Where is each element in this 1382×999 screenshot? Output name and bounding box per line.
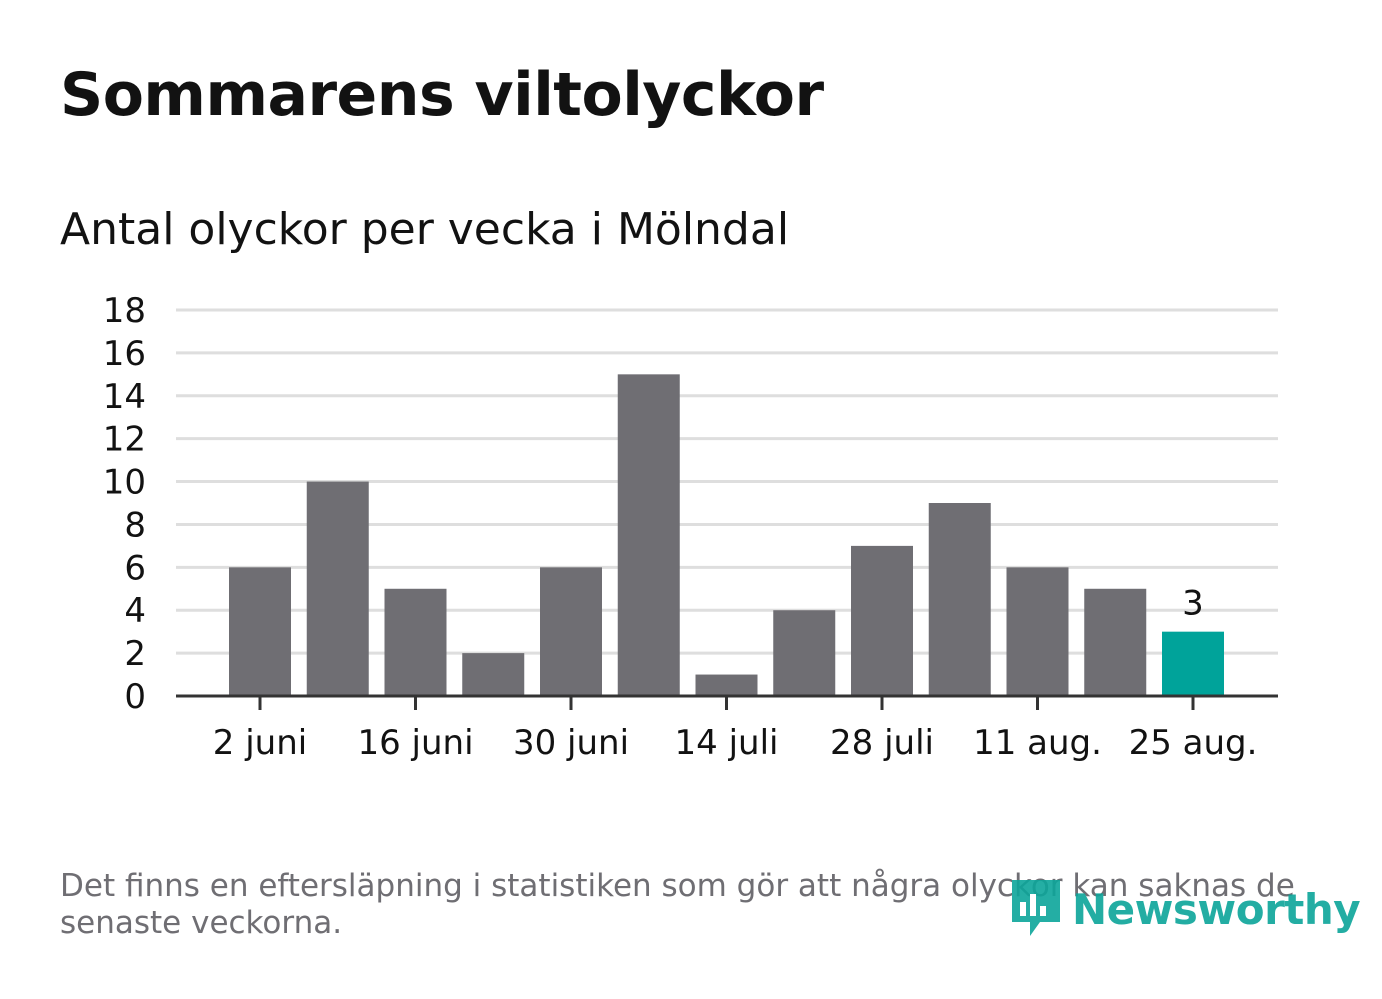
chart-title: Sommarens viltolyckor bbox=[60, 60, 824, 130]
x-tick-label: 11 aug. bbox=[973, 723, 1102, 763]
y-tick-label: 2 bbox=[124, 634, 146, 674]
x-tick-label: 2 juni bbox=[213, 723, 307, 763]
bar bbox=[384, 588, 447, 696]
y-tick-label: 4 bbox=[124, 591, 146, 631]
x-tick-label: 28 juli bbox=[830, 723, 934, 763]
x-tick-label: 30 juni bbox=[513, 723, 629, 763]
footnote: Det finns en eftersläpning i statistiken… bbox=[60, 868, 1295, 941]
bar-chart-icon bbox=[1012, 880, 1060, 936]
y-tick-label: 14 bbox=[103, 377, 146, 417]
y-tick-label: 16 bbox=[103, 334, 146, 374]
bar bbox=[1006, 567, 1069, 696]
x-tick-label: 25 aug. bbox=[1129, 723, 1258, 763]
bar bbox=[462, 653, 525, 696]
bar bbox=[773, 610, 836, 696]
bar bbox=[229, 567, 291, 696]
annotations: 3 bbox=[1182, 584, 1204, 624]
y-tick-label: 10 bbox=[103, 463, 146, 503]
y-tick-label: 8 bbox=[124, 505, 146, 545]
y-tick-label: 12 bbox=[103, 420, 146, 460]
bar bbox=[851, 545, 913, 696]
y-tick-label: 18 bbox=[103, 291, 146, 331]
y-tick-label: 6 bbox=[124, 548, 146, 588]
bar bbox=[1162, 631, 1224, 696]
bar bbox=[540, 567, 602, 696]
bar bbox=[617, 374, 680, 696]
y-tick-label: 0 bbox=[124, 677, 146, 717]
bar bbox=[928, 503, 991, 696]
bar bbox=[306, 481, 369, 696]
x-tick-label: 16 juni bbox=[357, 723, 473, 763]
bar bbox=[695, 674, 758, 696]
chart-subtitle: Antal olyckor per vecka i Mölndal bbox=[60, 204, 790, 255]
x-tick-label: 14 juli bbox=[675, 723, 779, 763]
bars bbox=[229, 374, 1224, 696]
data-label: 3 bbox=[1182, 584, 1204, 624]
brand-name: Newsworthy bbox=[1072, 884, 1361, 934]
bar bbox=[1084, 588, 1147, 696]
x-axis-ticks: 2 juni 16 juni 30 juni 14 juli 28 juli 11 aug… bbox=[213, 696, 1258, 763]
brand-logo: Newsworthy bbox=[1010, 878, 1361, 940]
